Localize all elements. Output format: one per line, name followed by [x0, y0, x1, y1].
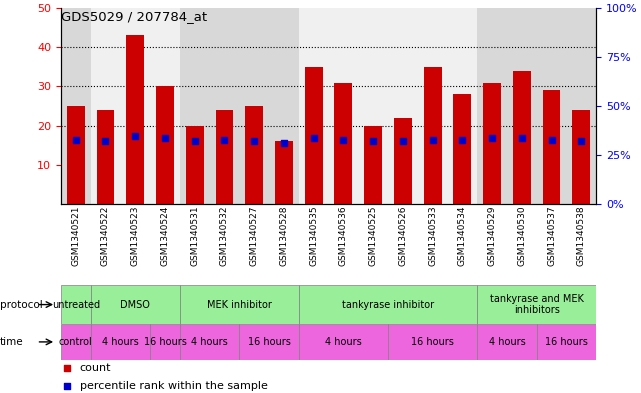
Point: [308, 134, 319, 141]
Text: percentile rank within the sample: percentile rank within the sample: [79, 381, 267, 391]
Bar: [335, 83, 353, 204]
Bar: [453, 94, 471, 204]
Text: 16 hours: 16 hours: [545, 337, 588, 347]
Text: DMSO: DMSO: [121, 299, 150, 310]
Bar: [90, 324, 150, 360]
Bar: [542, 90, 560, 204]
Point: [190, 138, 200, 145]
Bar: [239, 324, 299, 360]
Point: [71, 136, 81, 143]
Bar: [299, 324, 388, 360]
Bar: [537, 324, 596, 360]
Text: 16 hours: 16 hours: [144, 337, 187, 347]
Point: [428, 136, 438, 143]
Text: time: time: [0, 337, 24, 347]
Bar: [186, 126, 204, 204]
Text: protocol: protocol: [0, 299, 43, 310]
Bar: [90, 285, 180, 324]
Text: 4 hours: 4 hours: [488, 337, 525, 347]
Bar: [61, 8, 90, 204]
Bar: [513, 71, 531, 204]
Text: 4 hours: 4 hours: [102, 337, 138, 347]
Text: 4 hours: 4 hours: [191, 337, 228, 347]
Text: 16 hours: 16 hours: [411, 337, 454, 347]
Point: [576, 138, 587, 145]
Point: [219, 136, 229, 143]
Bar: [299, 285, 477, 324]
Bar: [275, 141, 293, 204]
Bar: [180, 285, 299, 324]
Text: tankyrase inhibitor: tankyrase inhibitor: [342, 299, 434, 310]
Bar: [61, 285, 90, 324]
Bar: [61, 324, 90, 360]
Point: [130, 132, 140, 139]
Bar: [477, 324, 537, 360]
Bar: [150, 324, 180, 360]
Point: [487, 134, 497, 141]
Point: [397, 138, 408, 145]
Bar: [67, 106, 85, 204]
Bar: [483, 83, 501, 204]
Point: [517, 134, 527, 141]
Bar: [477, 285, 596, 324]
Bar: [215, 110, 233, 204]
Text: untreated: untreated: [52, 299, 100, 310]
Bar: [572, 110, 590, 204]
Text: MEK inhibitor: MEK inhibitor: [207, 299, 272, 310]
Point: [457, 136, 467, 143]
Bar: [299, 8, 477, 204]
Point: [101, 138, 111, 145]
Point: [279, 140, 289, 147]
Text: 4 hours: 4 hours: [325, 337, 362, 347]
Text: 16 hours: 16 hours: [247, 337, 290, 347]
Bar: [304, 67, 322, 204]
Bar: [90, 8, 180, 204]
Text: control: control: [59, 337, 93, 347]
Point: [338, 136, 349, 143]
Point: [62, 383, 72, 389]
Bar: [97, 110, 115, 204]
Bar: [477, 8, 596, 204]
Bar: [364, 126, 382, 204]
Point: [249, 138, 260, 145]
Bar: [180, 324, 239, 360]
Point: [546, 136, 556, 143]
Bar: [156, 86, 174, 204]
Bar: [394, 118, 412, 204]
Bar: [388, 324, 477, 360]
Bar: [180, 8, 299, 204]
Point: [62, 365, 72, 371]
Text: tankyrase and MEK
inhibitors: tankyrase and MEK inhibitors: [490, 294, 583, 315]
Bar: [126, 35, 144, 204]
Bar: [424, 67, 442, 204]
Point: [160, 134, 170, 141]
Text: count: count: [79, 363, 111, 373]
Bar: [246, 106, 263, 204]
Text: GDS5029 / 207784_at: GDS5029 / 207784_at: [61, 10, 207, 23]
Point: [368, 138, 378, 145]
